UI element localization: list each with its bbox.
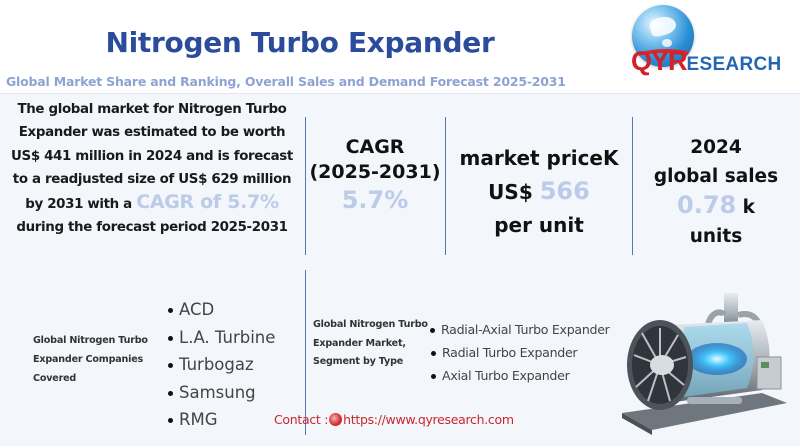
type-item: Axial Turbo Expander [429, 364, 610, 387]
turbo-expander-image [622, 293, 787, 435]
stat-global-sales: 2024 global sales 0.78 k units [636, 133, 796, 251]
price-value: 566 [539, 177, 590, 205]
divider-1 [305, 117, 306, 255]
globe-icon [329, 413, 343, 426]
summary-cagr-highlight: CAGR of 5.7% [136, 191, 279, 214]
sales-suffix: k [742, 197, 755, 218]
page-title: Nitrogen Turbo Expander [105, 26, 495, 59]
sales-value: 0.78 [677, 191, 737, 219]
sales-label: global sales [653, 166, 779, 187]
summary-period-text: during the forecast period 2025-2031 [16, 220, 288, 236]
globe-icon [632, 5, 694, 67]
stat-market-price: market priceK US$ 566 per unit [448, 142, 630, 242]
company-item: Samsung [166, 379, 275, 407]
page-subtitle: Global Market Share and Ranking, Overall… [6, 74, 566, 89]
company-item: L.A. Turbine [166, 324, 275, 352]
price-unit: per unit [494, 213, 584, 237]
stat-cagr: CAGR (2025-2031) 5.7% [308, 135, 442, 215]
cagr-value: 5.7% [341, 186, 409, 214]
companies-label: Global Nitrogen Turbo Expander Companies… [33, 335, 148, 384]
price-label: market priceK [459, 146, 619, 170]
divider-3 [632, 117, 633, 255]
contact-line: Contact : https://www.qyresearch.com [274, 412, 514, 427]
divider-4 [305, 270, 306, 435]
cagr-label: CAGR [345, 136, 405, 158]
type-item: Radial-Axial Turbo Expander [428, 318, 610, 341]
sales-unit: units [689, 226, 743, 247]
logo-suffix: ESEARCH [686, 54, 782, 75]
company-item: ACD [166, 296, 275, 324]
logo-wordmark: QYRESEARCH [631, 46, 782, 77]
sales-year: 2024 [690, 137, 742, 158]
companies-list: ACD L.A. Turbine Turbogaz Samsung RMG [166, 296, 275, 434]
logo-prefix: QYR [631, 46, 688, 76]
types-label: Global Nitrogen Turbo Expander Market, S… [313, 319, 428, 367]
contact-url-link[interactable]: https://www.qyresearch.com [343, 412, 514, 427]
types-list: Radial-Axial Turbo Expander Radial Turbo… [428, 318, 610, 387]
price-currency: US$ [488, 180, 533, 204]
cagr-period: (2025-2031) [309, 161, 441, 183]
company-item: Turbogaz [166, 351, 275, 379]
company-item: RMG [166, 406, 275, 434]
contact-label: Contact : [274, 412, 329, 427]
divider-2 [445, 117, 446, 255]
qyresearch-logo: QYRESEARCH [605, 2, 795, 92]
header: Nitrogen Turbo Expander Global Market Sh… [0, 0, 800, 93]
type-item: Radial Turbo Expander [429, 341, 610, 364]
market-summary: The global market for Nitrogen Turbo Exp… [6, 98, 298, 240]
summary-text: The global market for Nitrogen Turbo Exp… [11, 102, 293, 213]
